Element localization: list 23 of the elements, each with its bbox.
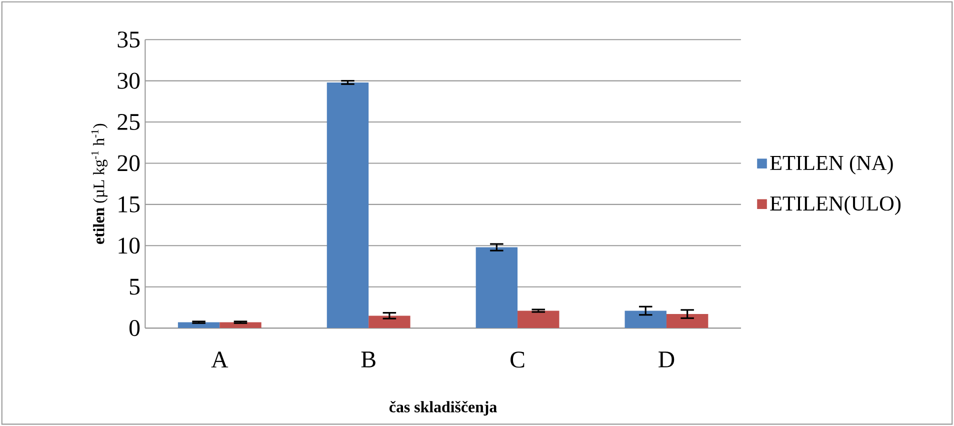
y-tick-label: 0 bbox=[129, 320, 140, 336]
legend-label: ETILEN(ULO) bbox=[770, 196, 901, 215]
bar bbox=[368, 316, 410, 328]
y-tick-label: 10 bbox=[118, 238, 140, 254]
x-tick-label: C bbox=[510, 352, 524, 368]
y-tick-label: 15 bbox=[118, 196, 140, 212]
y-tick-label: 5 bbox=[130, 278, 140, 295]
y-tick-label: 25 bbox=[118, 114, 140, 130]
x-tick-label: A bbox=[211, 352, 228, 368]
y-tick-label: 30 bbox=[118, 72, 140, 89]
bar bbox=[220, 322, 262, 328]
bar bbox=[518, 310, 560, 328]
y-axis-title: etilen (µL kg$^{-1}$ h$^{-1}$) bbox=[91, 124, 108, 244]
x-tick-label: B bbox=[361, 352, 376, 368]
x-tick-label: D bbox=[658, 352, 674, 368]
y-tick-label: 35 bbox=[118, 32, 140, 48]
bar bbox=[624, 310, 666, 328]
y-tick-label: 20 bbox=[118, 155, 140, 172]
bar bbox=[476, 247, 518, 328]
bar bbox=[326, 82, 369, 328]
bar bbox=[666, 314, 708, 328]
legend-label: ETILEN (NA) bbox=[770, 155, 893, 174]
x-axis-title: čas skladiščenja bbox=[389, 400, 497, 416]
